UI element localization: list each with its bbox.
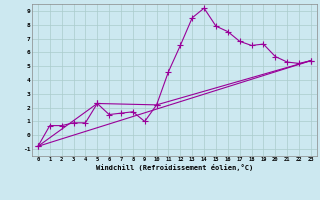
X-axis label: Windchill (Refroidissement éolien,°C): Windchill (Refroidissement éolien,°C) bbox=[96, 164, 253, 171]
